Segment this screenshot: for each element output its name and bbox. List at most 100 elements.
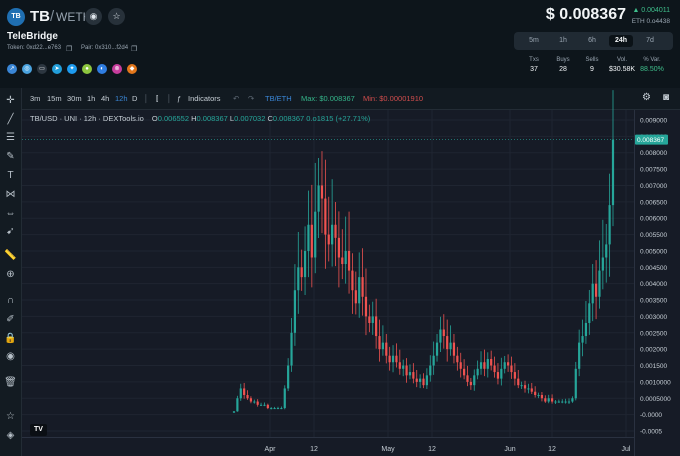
min-price-label: Min: $0.00001910 — [363, 94, 424, 103]
chart-plot-area[interactable] — [22, 110, 634, 437]
brush-icon[interactable]: ✎ — [6, 151, 15, 162]
interval-12h[interactable]: 12h — [115, 94, 128, 103]
time-axis[interactable] — [22, 437, 634, 456]
metamask-icon[interactable]: ◆ — [127, 64, 137, 74]
timeframe-24h[interactable]: 24h — [609, 35, 633, 47]
separator-icon: │ — [144, 94, 149, 103]
candle-body — [351, 270, 354, 291]
website-icon[interactable]: ▭ — [37, 64, 47, 74]
price-axis[interactable] — [634, 110, 680, 456]
y-tick-label: 0.008000 — [640, 150, 667, 157]
y-tick-label: 0.0010000 — [640, 379, 671, 386]
crosshair-icon[interactable]: ✛ — [6, 95, 15, 106]
candle-body — [473, 375, 476, 386]
candle-body — [310, 224, 313, 258]
legend-open-value: 0.006552 — [157, 114, 190, 123]
candle-body — [344, 250, 347, 265]
timeframe-1h[interactable]: 1h — [559, 37, 567, 44]
y-tick-label: 0.001500 — [640, 363, 667, 370]
undo-icon[interactable]: ↶ — [233, 94, 240, 103]
layers-icon[interactable]: ◈ — [6, 430, 15, 441]
candle-body — [483, 362, 486, 369]
candle-body — [368, 316, 371, 323]
copy-pair-icon[interactable]: ❐ — [131, 46, 138, 53]
scanner-icon[interactable]: ⊗ — [112, 64, 122, 74]
zoom-in-icon[interactable]: ⊕ — [6, 269, 15, 280]
candle-body — [303, 250, 307, 278]
pair-switch-button[interactable]: TB/ETH — [265, 94, 292, 103]
candle-body — [486, 358, 489, 369]
favorite-star-icon[interactable]: ☆ — [6, 411, 15, 422]
candle-body — [283, 388, 286, 409]
drawing-toolbar: ✛ ╱ ☰ ✎ T ⋈ ⇔ ➹ 📏 ⊕ ∩ ✐ 🔒 ◉ 🗑 ☆ ◈ — [0, 88, 22, 456]
candle-body — [358, 277, 361, 304]
candle-body — [324, 198, 327, 235]
pattern-icon[interactable]: ⋈ — [5, 189, 16, 200]
rocket-icon[interactable]: ➹ — [6, 226, 15, 237]
candle-body — [371, 316, 374, 323]
candle-body — [385, 342, 388, 356]
price-tag-label: 0.008367 — [637, 137, 664, 144]
twitter-icon[interactable]: ✦ — [67, 64, 77, 74]
candle-body — [567, 401, 571, 403]
interval-3m[interactable]: 3m — [30, 94, 41, 103]
y-tick-label: 0.004000 — [640, 281, 667, 288]
redo-icon[interactable]: ↷ — [248, 94, 255, 103]
coinmarketcap-icon[interactable]: ◐ — [97, 64, 107, 74]
measure-range-icon[interactable]: ⇔ — [5, 208, 16, 219]
indicators-icon[interactable]: ƒ — [177, 94, 182, 103]
camera-icon[interactable]: ◙ — [663, 92, 670, 103]
text-icon[interactable]: T — [7, 170, 14, 181]
candle-body — [314, 211, 317, 258]
trendline-icon[interactable]: ╱ — [7, 114, 14, 125]
interval-1h[interactable]: 1h — [87, 94, 96, 103]
indicators-button[interactable]: Indicators — [188, 94, 221, 103]
y-tick-label: -0.0000 — [640, 412, 662, 419]
candle-body — [608, 205, 611, 245]
candle-body — [584, 322, 588, 337]
candle-body — [280, 408, 283, 410]
price-change: ▲ 0.004011 — [632, 7, 670, 14]
stat-label: Txs — [529, 57, 539, 63]
settings-gear-icon[interactable]: ⚙ — [642, 92, 651, 103]
timeframe-6h[interactable]: 6h — [588, 37, 596, 44]
pools-icon[interactable]: ◎ — [22, 64, 32, 74]
timeframe-5m[interactable]: 5m — [529, 37, 539, 44]
x-tick-label: 12 — [310, 446, 318, 453]
eye-icon[interactable]: ◉ — [6, 351, 15, 362]
ruler-icon[interactable]: 📏 — [4, 250, 17, 261]
telegram-icon[interactable]: ➤ — [52, 64, 62, 74]
stat-value: 37 — [530, 66, 538, 73]
share-icon[interactable]: ↗ — [7, 64, 17, 74]
max-price-label: Max: $0.008367 — [301, 94, 355, 103]
horizontal-lines-icon[interactable]: ☰ — [6, 132, 15, 143]
tradingview-logo[interactable]: TV — [30, 424, 47, 436]
candle-body — [557, 401, 560, 403]
y-tick-label: 0.003500 — [640, 298, 667, 305]
binoculars-icon[interactable]: ◉ — [85, 8, 102, 25]
candle-body — [300, 267, 303, 278]
pencil-lock-icon[interactable]: ✐ — [6, 314, 15, 325]
copy-token-icon[interactable]: ❐ — [66, 46, 73, 53]
coingecko-icon[interactable]: ● — [82, 64, 92, 74]
candle-type-icon[interactable]: ⫿ — [156, 94, 159, 103]
candle-body — [479, 362, 483, 369]
candle-body — [331, 224, 334, 245]
trash-icon[interactable]: 🗑 — [4, 377, 17, 388]
candle-body — [463, 368, 466, 376]
stat-volume: Vol. $30.58K — [602, 57, 642, 73]
interval-4h[interactable]: 4h — [101, 94, 110, 103]
interval-30m[interactable]: 30m — [67, 94, 82, 103]
y-tick-label: 0.005000 — [640, 248, 667, 255]
candle-body — [232, 411, 236, 413]
timeframe-7d[interactable]: 7d — [646, 37, 654, 44]
candle-body — [425, 375, 428, 386]
star-icon[interactable]: ☆ — [108, 8, 125, 25]
magnet-icon[interactable]: ∩ — [6, 295, 15, 306]
legend-low-value: 0.007032 — [234, 114, 266, 123]
interval-d[interactable]: D — [132, 94, 138, 103]
candle-body — [337, 237, 341, 258]
interval-15m[interactable]: 15m — [47, 94, 62, 103]
lock-icon[interactable]: 🔒 — [4, 333, 17, 344]
